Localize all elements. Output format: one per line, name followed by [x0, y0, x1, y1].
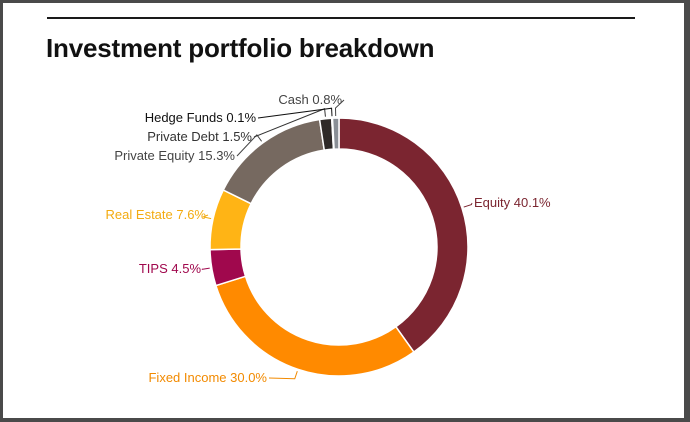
leader-line-private-equity — [236, 134, 263, 157]
slice-label-equity: Equity 40.1% — [474, 195, 551, 210]
chart-card: Investment portfolio breakdown Equity 40… — [3, 3, 684, 418]
slice-label-real-estate: Real Estate 7.6% — [106, 207, 207, 222]
chart-title: Investment portfolio breakdown — [46, 33, 435, 63]
leader-line-equity — [463, 202, 473, 208]
donut-chart: Equity 40.1% Fixed Income 30.0% TIPS 4.5% R… — [106, 92, 551, 385]
leader-line-hedge-funds — [257, 107, 333, 119]
slice-label-fixed-income: Fixed Income 30.0% — [148, 370, 267, 385]
leader-line-cash — [334, 99, 345, 117]
slice-label-private-debt: Private Debt 1.5% — [147, 129, 252, 144]
slice-fixed-income — [214, 275, 415, 377]
leader-line-real-estate — [201, 214, 212, 220]
top-rule — [47, 17, 635, 19]
leader-line-tips — [201, 267, 210, 270]
slice-cash — [331, 117, 340, 150]
slice-label-cash: Cash 0.8% — [278, 92, 342, 107]
slice-equity — [338, 117, 469, 354]
slice-label-private-equity: Private Equity 15.3% — [114, 148, 235, 163]
slice-label-hedge-funds: Hedge Funds 0.1% — [145, 110, 257, 125]
leader-line-fixed-income — [268, 371, 298, 380]
slice-label-tips: TIPS 4.5% — [139, 261, 202, 276]
